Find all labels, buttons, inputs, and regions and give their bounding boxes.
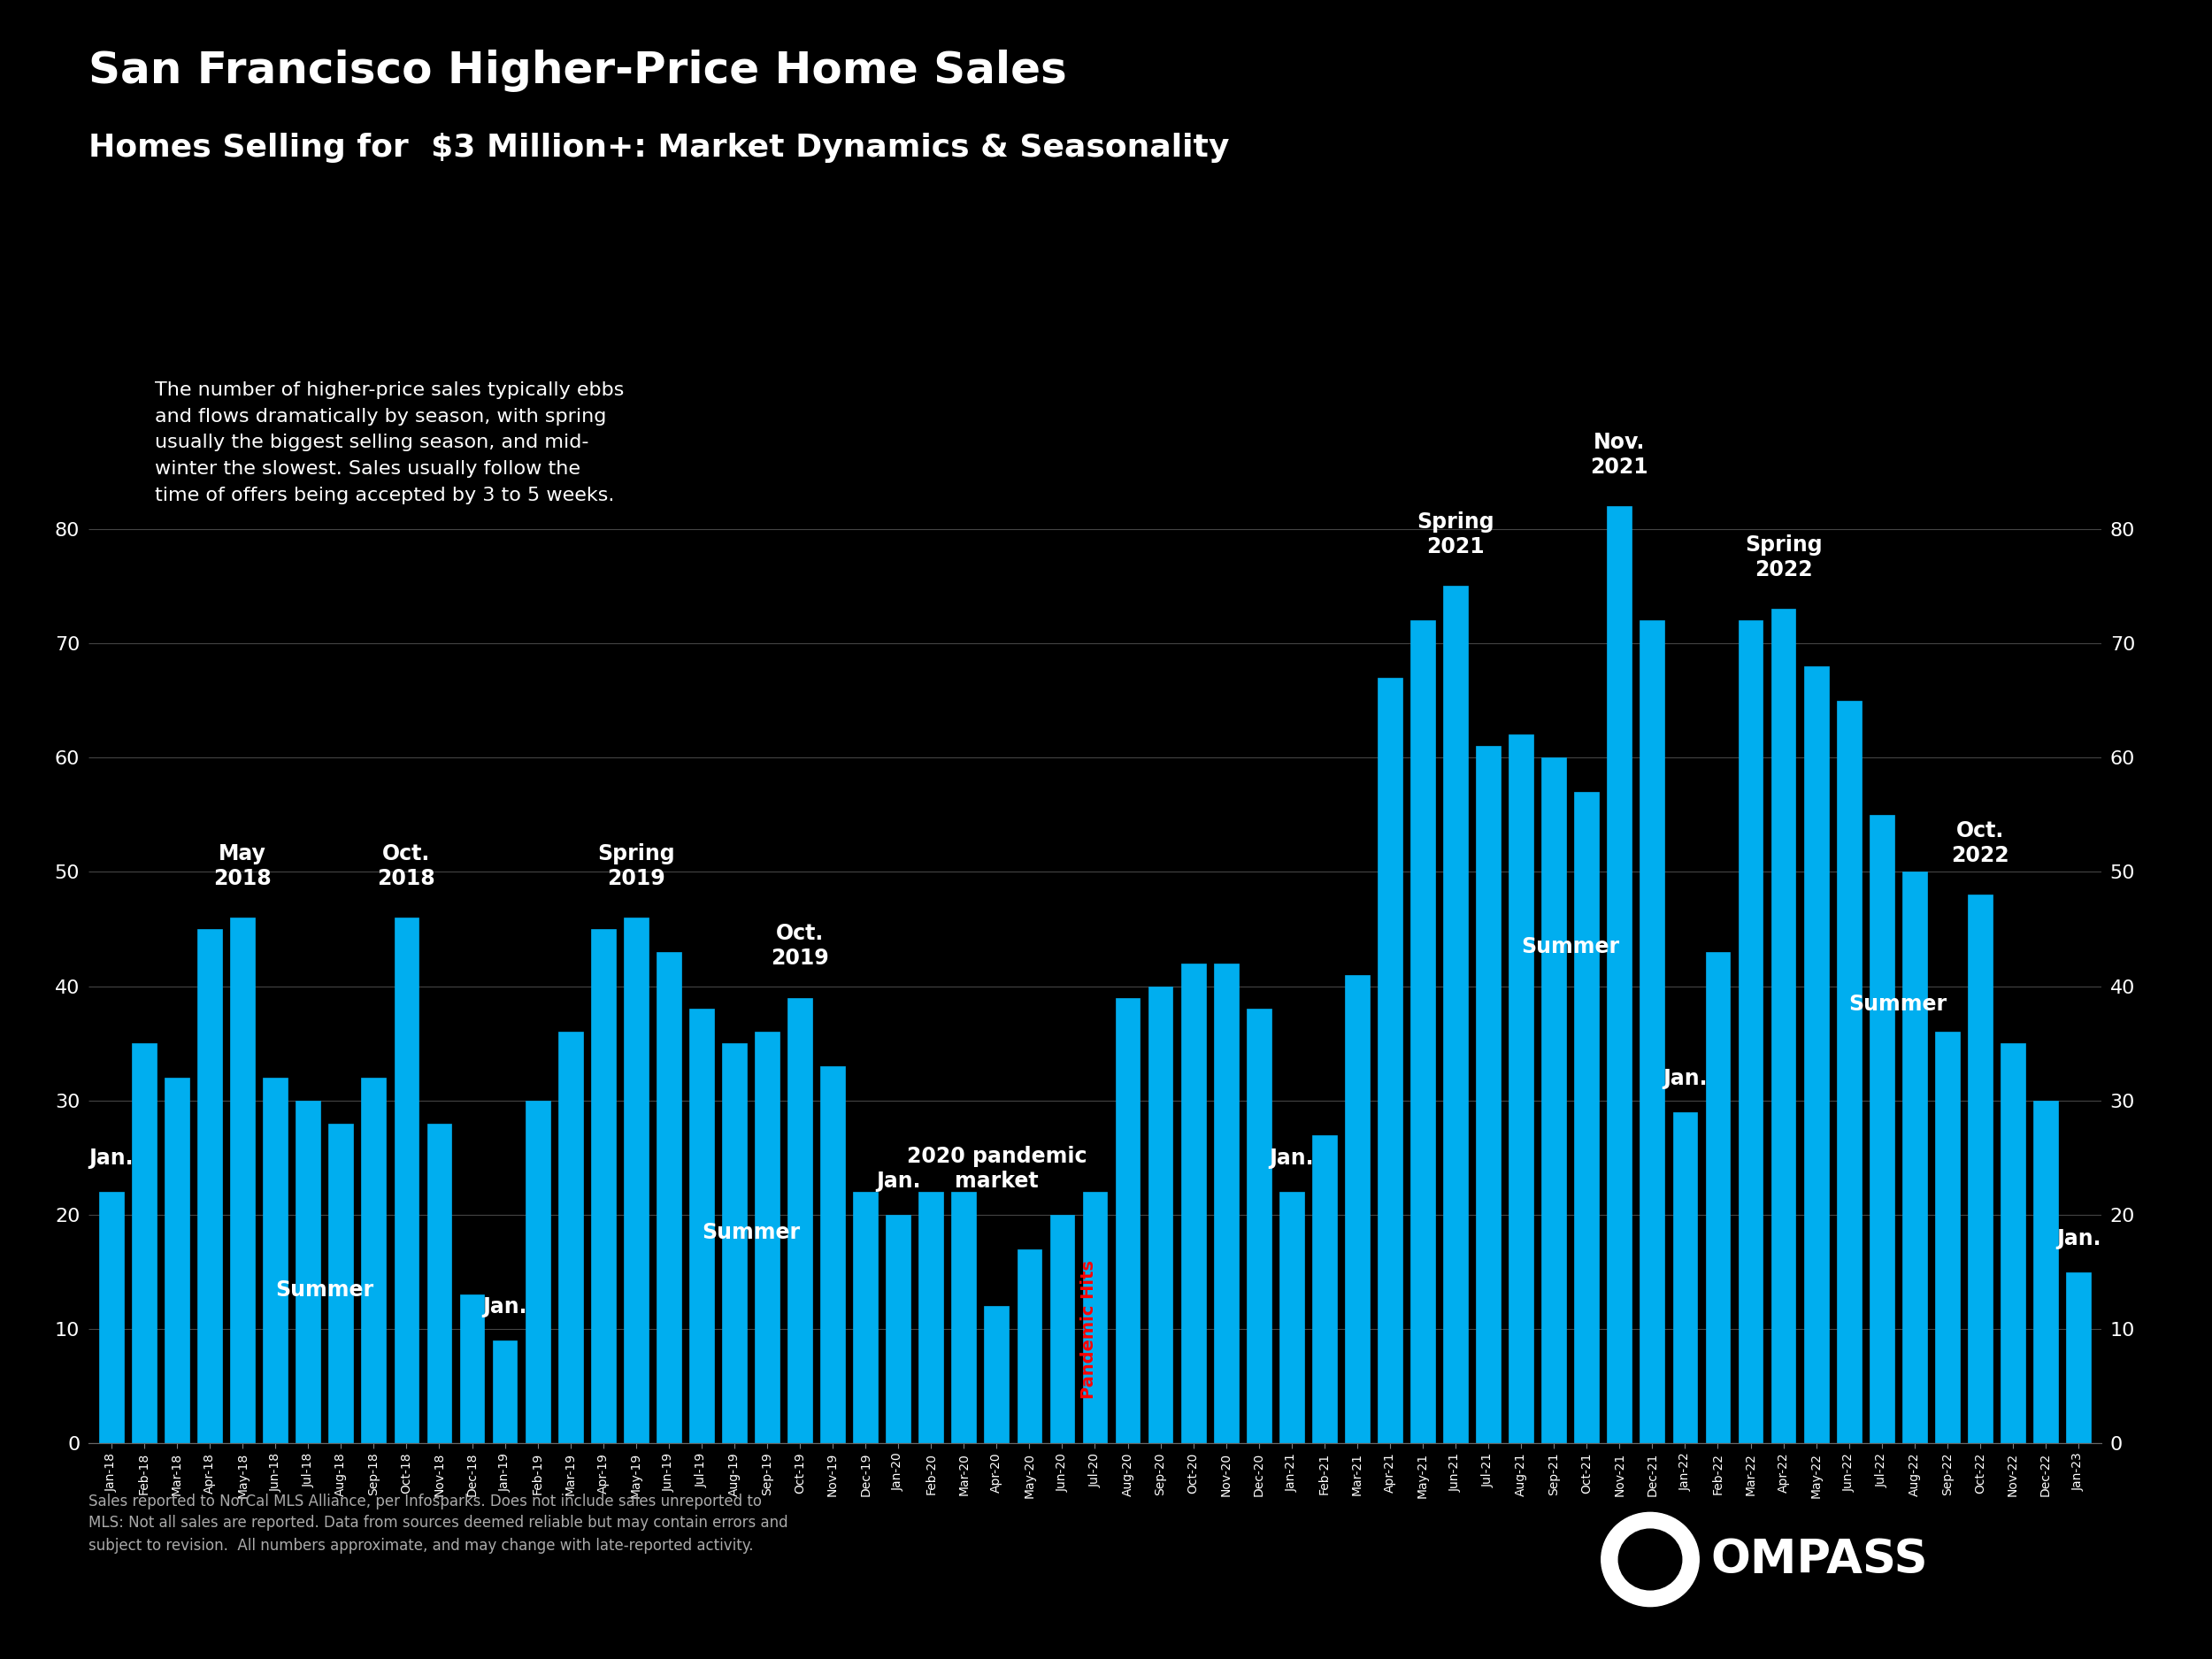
Bar <box>2000 1044 2026 1443</box>
Bar <box>427 1123 451 1443</box>
Bar <box>787 997 812 1443</box>
Bar <box>361 1078 385 1443</box>
Bar <box>133 1044 157 1443</box>
Text: Jan.: Jan. <box>482 1296 526 1317</box>
Bar <box>591 929 615 1443</box>
Bar <box>1509 735 1533 1443</box>
Bar <box>657 952 681 1443</box>
Bar <box>918 1191 942 1443</box>
Bar <box>1705 952 1730 1443</box>
Bar <box>1772 609 1796 1443</box>
Text: OMPASS: OMPASS <box>1710 1536 1929 1583</box>
Bar <box>100 1191 124 1443</box>
Bar <box>524 1100 551 1443</box>
Bar <box>2066 1272 2090 1443</box>
Bar <box>296 1100 321 1443</box>
Bar <box>754 1032 779 1443</box>
Bar <box>164 1078 190 1443</box>
Text: San Francisco Higher-Price Home Sales: San Francisco Higher-Price Home Sales <box>88 50 1066 93</box>
Text: Spring
2019: Spring 2019 <box>597 843 675 889</box>
Text: Spring
2022: Spring 2022 <box>1745 534 1823 581</box>
Bar <box>1214 964 1239 1443</box>
Circle shape <box>1601 1513 1699 1606</box>
Text: 2020 pandemic
market: 2020 pandemic market <box>907 1146 1086 1191</box>
Text: May
2018: May 2018 <box>215 843 272 889</box>
Text: The number of higher-price sales typically ebbs
and flows dramatically by season: The number of higher-price sales typical… <box>155 382 624 504</box>
Bar <box>1181 964 1206 1443</box>
Bar <box>721 1044 748 1443</box>
Bar <box>1739 620 1763 1443</box>
Bar <box>690 1009 714 1443</box>
Bar <box>1869 815 1893 1443</box>
Text: Summer: Summer <box>1849 994 1947 1015</box>
Text: Jan.: Jan. <box>876 1171 920 1191</box>
Bar <box>263 1078 288 1443</box>
Bar <box>887 1214 911 1443</box>
Bar <box>1902 873 1927 1443</box>
Bar <box>624 917 648 1443</box>
Bar <box>1836 700 1860 1443</box>
Bar <box>1148 985 1172 1443</box>
Bar <box>821 1067 845 1443</box>
Bar <box>2033 1100 2057 1443</box>
Text: Oct.
2018: Oct. 2018 <box>378 843 436 889</box>
Bar <box>197 929 221 1443</box>
Bar <box>1575 791 1599 1443</box>
Text: Pandemic Hits: Pandemic Hits <box>1079 1259 1097 1399</box>
Text: Summer: Summer <box>701 1223 801 1243</box>
Bar <box>1082 1191 1108 1443</box>
Bar <box>1969 894 1993 1443</box>
Text: Jan.: Jan. <box>1663 1068 1708 1088</box>
Bar <box>951 1191 975 1443</box>
Bar <box>1411 620 1436 1443</box>
Text: Nov.
2021: Nov. 2021 <box>1590 431 1648 478</box>
Bar <box>1345 975 1369 1443</box>
Text: Jan.: Jan. <box>88 1148 133 1170</box>
Bar <box>1936 1032 1960 1443</box>
Text: Summer: Summer <box>1522 936 1619 957</box>
Bar <box>1051 1214 1075 1443</box>
Bar <box>1115 997 1139 1443</box>
Circle shape <box>1619 1530 1681 1589</box>
Bar <box>1279 1191 1303 1443</box>
Text: Spring
2021: Spring 2021 <box>1418 511 1495 557</box>
Text: Oct.
2019: Oct. 2019 <box>770 922 830 969</box>
Bar <box>1542 758 1566 1443</box>
Bar <box>1475 747 1500 1443</box>
Text: Jan.: Jan. <box>1270 1148 1314 1170</box>
Bar <box>984 1306 1009 1443</box>
Bar <box>230 917 254 1443</box>
Bar <box>1608 506 1632 1443</box>
Text: Oct.
2022: Oct. 2022 <box>1951 820 2008 866</box>
Bar <box>854 1191 878 1443</box>
Text: Summer: Summer <box>274 1279 374 1301</box>
Bar <box>330 1123 354 1443</box>
Bar <box>1442 586 1469 1443</box>
Bar <box>1248 1009 1272 1443</box>
Text: Sales reported to NorCal MLS Alliance, per Infosparks. Does not include sales un: Sales reported to NorCal MLS Alliance, p… <box>88 1493 787 1553</box>
Bar <box>493 1340 518 1443</box>
Bar <box>394 917 418 1443</box>
Bar <box>460 1294 484 1443</box>
Bar <box>1639 620 1666 1443</box>
Bar <box>1018 1249 1042 1443</box>
Text: Homes Selling for  $3 Million+: Market Dynamics & Seasonality: Homes Selling for $3 Million+: Market Dy… <box>88 133 1230 163</box>
Bar <box>557 1032 582 1443</box>
Bar <box>1805 667 1829 1443</box>
Text: Jan.: Jan. <box>2057 1228 2101 1249</box>
Bar <box>1378 677 1402 1443</box>
Bar <box>1672 1112 1697 1443</box>
Bar <box>1312 1135 1336 1443</box>
